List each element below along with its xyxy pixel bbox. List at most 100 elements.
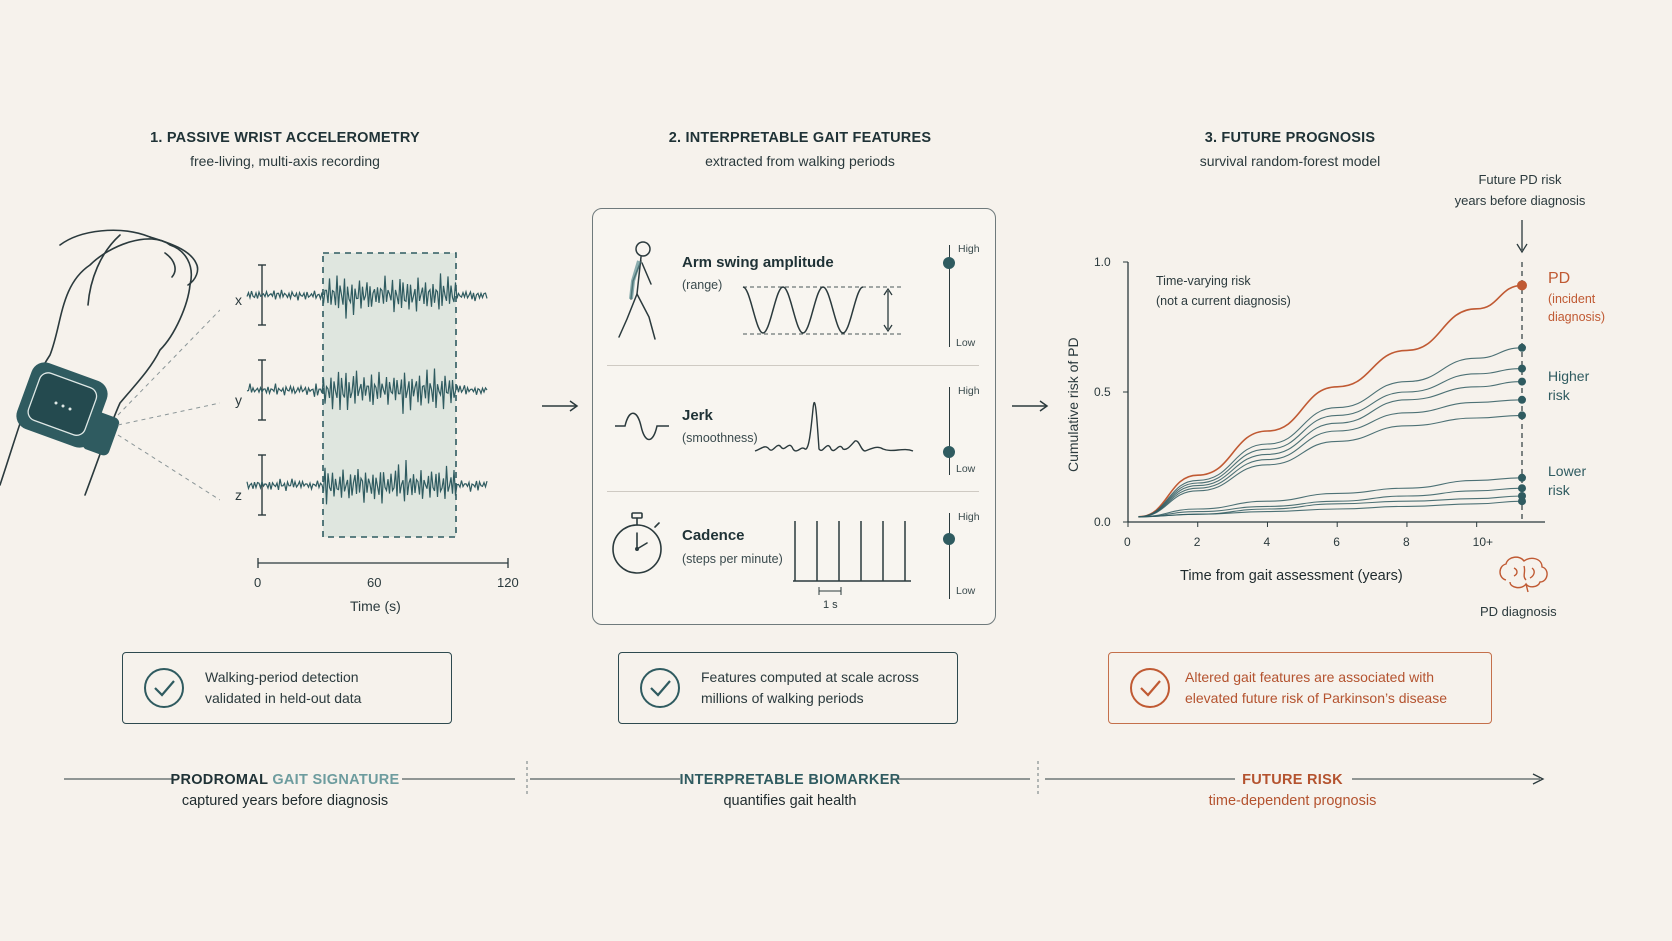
higher-risk-label-2: risk bbox=[1548, 387, 1571, 403]
series-endpoint bbox=[1518, 343, 1526, 352]
series-line bbox=[1138, 368, 1523, 518]
scale-card: Features computed at scale across million… bbox=[618, 652, 958, 724]
arrow-right-icon bbox=[1012, 400, 1049, 412]
cadence-steps-plot: 1 s bbox=[793, 521, 911, 609]
gait-features-panel: Arm swing amplitude (range) High Low Jer… bbox=[592, 208, 996, 625]
time-axis-label: Time (s) bbox=[350, 598, 401, 614]
accelerometry-plot: x y z 0 60 120 Time (s) bbox=[235, 252, 519, 614]
arm-swing-waveform bbox=[742, 286, 903, 335]
scale-low-label: Low bbox=[956, 463, 976, 475]
col3-title: 3. FUTURE PROGNOSIS bbox=[1204, 130, 1376, 146]
x-tick-label: 2 bbox=[1194, 535, 1201, 549]
y-tick-label: 0.0 bbox=[1094, 515, 1111, 529]
jerk-level-dot bbox=[943, 445, 955, 458]
timeline bbox=[64, 761, 1545, 797]
bottom-sub-3: time-dependent prognosis bbox=[1208, 793, 1377, 809]
x-axis-title: Time from gait assessment (years) bbox=[1180, 568, 1403, 584]
arm-swing-level-dot bbox=[943, 256, 955, 269]
col1-title: 1. PASSIVE WRIST ACCELEROMETRY bbox=[150, 130, 420, 146]
arrow-right-icon bbox=[542, 400, 579, 412]
x-tick-label: 0 bbox=[1124, 535, 1131, 549]
series-endpoint-pd bbox=[1517, 280, 1527, 291]
time-tick-120: 120 bbox=[497, 575, 519, 590]
x-tick-label: 6 bbox=[1333, 535, 1340, 549]
pd-sub-2: diagnosis) bbox=[1548, 310, 1605, 324]
series-line bbox=[1138, 487, 1523, 518]
y-tick-label: 0.5 bbox=[1094, 385, 1111, 399]
time-tick-60: 60 bbox=[367, 575, 381, 590]
lower-risk-label-2: risk bbox=[1548, 482, 1571, 498]
bottom-sub-1: captured years before diagnosis bbox=[181, 793, 389, 809]
bottom-title-1a: PRODROMAL bbox=[170, 772, 268, 788]
x-tick-label: 10+ bbox=[1473, 535, 1493, 549]
validation-card: Walking-period detection validated in hel… bbox=[122, 652, 452, 724]
bottom-title-1: PRODROMAL GAIT SIGNATURE bbox=[160, 772, 410, 788]
cadence-level-dot bbox=[943, 532, 955, 545]
y-tick-label: 1.0 bbox=[1094, 255, 1111, 269]
series-line bbox=[1138, 500, 1523, 518]
series-line-pd bbox=[1138, 284, 1523, 518]
series-line bbox=[1138, 347, 1523, 518]
scale-high-label: High bbox=[958, 511, 980, 523]
stopwatch-icon bbox=[612, 512, 662, 574]
higher-risk-label-1: Higher bbox=[1548, 368, 1590, 384]
pd-label: PD bbox=[1548, 270, 1570, 287]
bottom-sub-2: quantifies gait health bbox=[723, 793, 857, 809]
signal-x bbox=[246, 273, 488, 319]
feature-cadence-sub: (steps per minute) bbox=[682, 552, 783, 566]
risk-chart: 0.0 0.5 1.0 0 2 4 6 8 10+ Cumulative risk of PD… bbox=[1065, 220, 1605, 619]
card3-line2: elevated future risk of Parkinson’s dise… bbox=[1185, 690, 1447, 706]
scale-high-label: High bbox=[958, 385, 980, 397]
scale-high-label: High bbox=[958, 243, 980, 255]
x-tick-label: 4 bbox=[1263, 535, 1270, 549]
time-tick-0: 0 bbox=[254, 575, 261, 590]
pd-diagnosis-label: PD diagnosis bbox=[1480, 604, 1557, 619]
check-circle-icon bbox=[144, 668, 184, 708]
feature-cadence-name: Cadence bbox=[682, 527, 745, 544]
col1-subtitle: free-living, multi-axis recording bbox=[190, 153, 380, 169]
series-line bbox=[1138, 477, 1523, 518]
bottom-title-1b: GAIT SIGNATURE bbox=[272, 772, 400, 788]
brain-icon bbox=[1499, 556, 1548, 593]
card1-line1: Walking-period detection bbox=[205, 669, 359, 685]
series-endpoint bbox=[1518, 473, 1526, 482]
lower-risk-label-1: Lower bbox=[1548, 463, 1586, 479]
jerk-wave-icon bbox=[615, 412, 669, 441]
series-line bbox=[1138, 381, 1523, 518]
future-risk-annotation-2: years before diagnosis bbox=[1454, 193, 1586, 208]
cadence-scale-label: 1 s bbox=[823, 599, 838, 609]
axis-y-label: y bbox=[235, 392, 242, 408]
y-axis-title: Cumulative risk of PD bbox=[1065, 337, 1081, 472]
col2-title: 2. INTERPRETABLE GAIT FEATURES bbox=[668, 130, 932, 146]
time-varying-risk-label: Time-varying risk bbox=[1156, 274, 1251, 288]
timeline-arrow-icon bbox=[1532, 773, 1545, 785]
scale-low-label: Low bbox=[956, 337, 976, 349]
check-circle-icon bbox=[1130, 668, 1170, 708]
series-line bbox=[1138, 399, 1523, 518]
axis-x-label: x bbox=[235, 292, 242, 308]
bottom-title-3: FUTURE RISK bbox=[1242, 772, 1343, 788]
card1-line2: validated in held-out data bbox=[205, 690, 362, 706]
series-endpoint bbox=[1518, 484, 1526, 493]
feature-jerk-sub: (smoothness) bbox=[682, 431, 758, 445]
jerk-waveform bbox=[754, 401, 914, 452]
pd-sub-1: (incident bbox=[1548, 292, 1596, 306]
x-tick-label: 8 bbox=[1403, 535, 1410, 549]
feature-arm-swing-name: Arm swing amplitude bbox=[682, 254, 834, 271]
series-endpoint bbox=[1518, 411, 1526, 420]
card3-line1: Altered gait features are associated wit… bbox=[1185, 669, 1435, 685]
bottom-title-2: INTERPRETABLE BIOMARKER bbox=[679, 772, 901, 788]
card2-line2: millions of walking periods bbox=[701, 690, 864, 706]
series-endpoint bbox=[1518, 377, 1526, 386]
feature-arm-swing-sub: (range) bbox=[682, 278, 723, 292]
time-varying-risk-sub: (not a current diagnosis) bbox=[1156, 294, 1291, 308]
col3-subtitle: survival random-forest model bbox=[1199, 153, 1381, 169]
walking-person-icon bbox=[618, 241, 656, 340]
signal-y bbox=[246, 368, 488, 414]
col2-subtitle: extracted from walking periods bbox=[705, 153, 895, 169]
wrist-watch-illustration bbox=[0, 229, 220, 501]
risk-card: Altered gait features are associated wit… bbox=[1108, 652, 1492, 724]
series-endpoint bbox=[1518, 364, 1526, 373]
series-endpoint bbox=[1518, 395, 1526, 404]
watch-icon bbox=[16, 362, 120, 456]
